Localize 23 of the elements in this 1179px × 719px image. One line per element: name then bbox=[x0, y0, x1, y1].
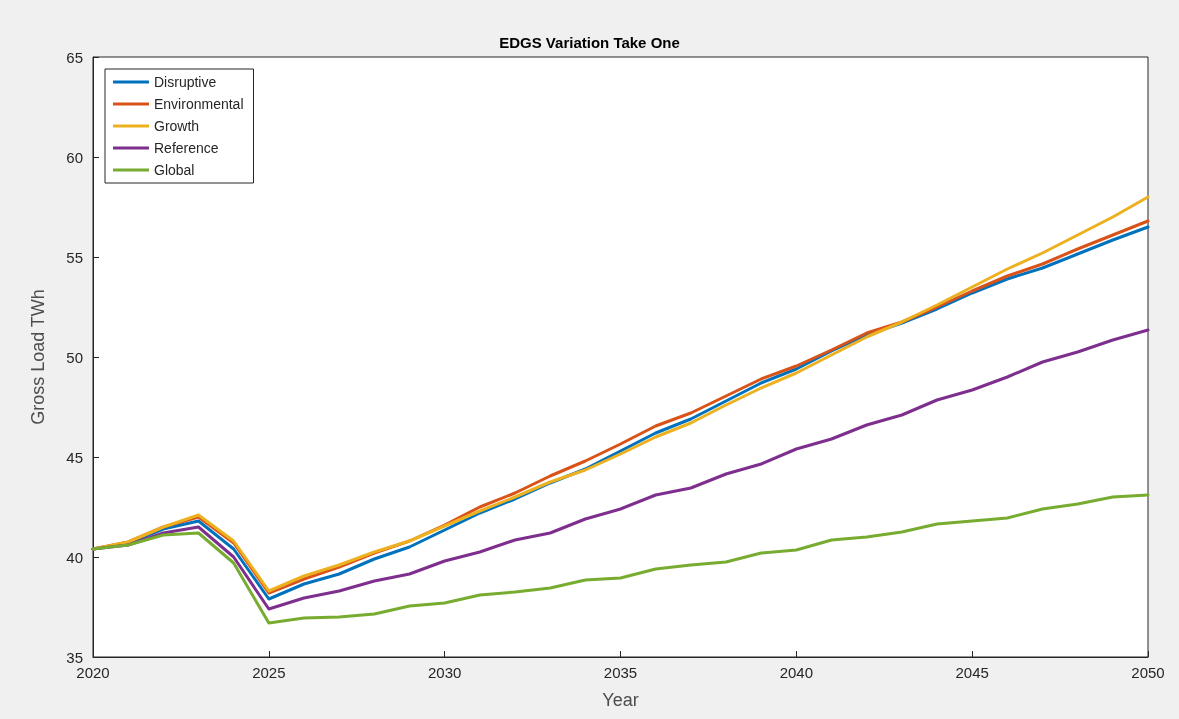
x-tick-label: 2035 bbox=[603, 664, 638, 681]
y-tick-label: 40 bbox=[66, 548, 83, 566]
y-tick-label: 65 bbox=[66, 48, 83, 66]
x-axis-title: Year bbox=[602, 690, 639, 710]
y-tick-label: 35 bbox=[66, 648, 83, 666]
chart-title: EDGS Variation Take One bbox=[499, 34, 680, 51]
legend-label: Environmental bbox=[154, 96, 244, 112]
x-tick-label: 2020 bbox=[76, 664, 110, 681]
legend-label: Disruptive bbox=[154, 74, 217, 90]
y-tick-label: 60 bbox=[66, 148, 83, 166]
x-tick-label: 2030 bbox=[427, 664, 462, 681]
y-axis-title: Gross Load TWh bbox=[28, 289, 48, 425]
y-tick-label: 45 bbox=[66, 448, 83, 466]
x-tick-label: 2050 bbox=[1131, 664, 1165, 681]
y-tick-label: 50 bbox=[66, 348, 83, 366]
y-tick-label: 55 bbox=[66, 248, 83, 266]
x-tick-label: 2040 bbox=[779, 664, 814, 681]
legend-label: Reference bbox=[154, 140, 219, 156]
x-tick-label: 2045 bbox=[955, 664, 989, 681]
x-tick-label: 2025 bbox=[252, 664, 286, 681]
line-series bbox=[91, 493, 1150, 625]
legend-label: Global bbox=[154, 162, 195, 178]
legend-label: Growth bbox=[154, 118, 200, 134]
